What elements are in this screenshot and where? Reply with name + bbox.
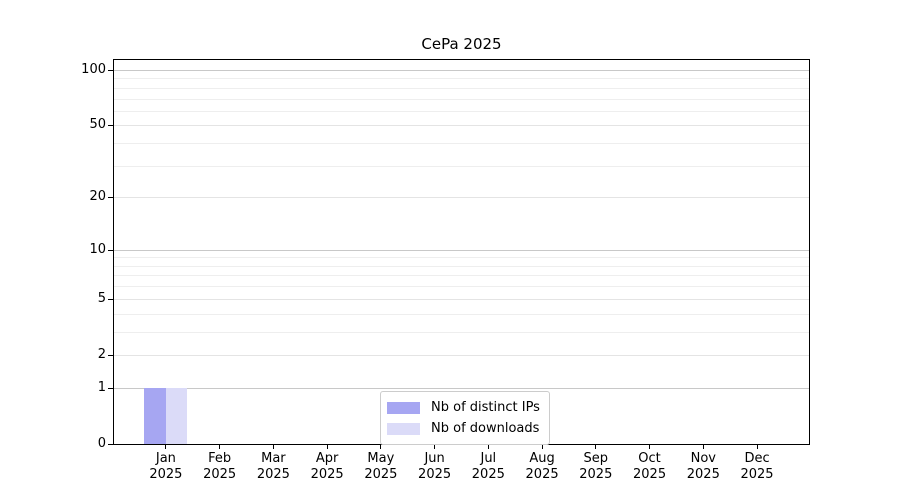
x-tick-mark (272, 444, 274, 449)
legend: Nb of distinct IPs Nb of downloads (380, 391, 550, 445)
x-tick-month: Aug (529, 451, 555, 466)
x-tick-mark (434, 444, 436, 449)
x-tick-mark (487, 444, 489, 449)
x-tick-month: Dec (744, 451, 770, 466)
legend-label: Nb of downloads (431, 421, 540, 436)
y-tick-label: 2 (97, 347, 106, 362)
x-tick-mark (219, 444, 221, 449)
gridline-minor (114, 143, 809, 144)
gridline-minor (114, 257, 809, 258)
x-tick-mark (326, 444, 328, 449)
y-tick-mark (108, 444, 113, 445)
x-tick-label: Aug 2025 (507, 451, 577, 483)
x-tick-month: Oct (638, 451, 661, 466)
gridline-minor (114, 286, 809, 287)
y-tick-mark (108, 388, 113, 389)
gridline-minor (114, 314, 809, 315)
y-tick-mark (108, 125, 113, 126)
x-tick-year: 2025 (364, 467, 398, 482)
bar-downloads-jan (165, 387, 188, 444)
x-tick-mark (380, 444, 382, 449)
y-tick-label: 10 (89, 242, 106, 257)
y-tick-mark (108, 250, 113, 251)
x-tick-mark (165, 444, 167, 449)
x-tick-label: Apr 2025 (292, 451, 362, 483)
gridline-minor (114, 88, 809, 89)
gridline-minor (114, 78, 809, 79)
legend-label: Nb of distinct IPs (431, 400, 540, 415)
x-tick-month: Jun (424, 451, 445, 466)
y-tick-mark (108, 355, 113, 356)
x-tick-month: May (367, 451, 395, 466)
y-tick-mark (108, 70, 113, 71)
x-tick-year: 2025 (149, 467, 183, 482)
y-tick-label: 20 (89, 189, 106, 204)
x-tick-label: Jul 2025 (453, 451, 523, 483)
x-tick-month: Jul (480, 451, 497, 466)
gridline (114, 299, 809, 300)
gridline-minor (114, 266, 809, 267)
y-tick-label: 50 (89, 117, 106, 132)
y-tick-label: 1 (97, 380, 106, 395)
y-tick-label: 5 (97, 291, 106, 306)
x-tick-year: 2025 (203, 467, 237, 482)
x-tick-label: Mar 2025 (238, 451, 308, 483)
gridline-major (114, 250, 809, 251)
x-tick-month: Jan (155, 451, 176, 466)
x-tick-month: Mar (261, 451, 286, 466)
gridline (114, 197, 809, 198)
x-tick-label: Nov 2025 (668, 451, 738, 483)
x-tick-label: Sep 2025 (561, 451, 631, 483)
y-tick-label: 0 (97, 436, 106, 451)
gridline-minor (114, 332, 809, 333)
bar-distinct-ips-jan (144, 387, 166, 444)
legend-swatch (387, 401, 420, 414)
x-tick-label: Feb 2025 (185, 451, 255, 483)
plot-area (113, 59, 810, 445)
legend-item: Nb of distinct IPs (387, 397, 540, 418)
legend-swatch (387, 422, 420, 435)
x-tick-label: Jan 2025 (131, 451, 201, 483)
chart-title: CePa 2025 (421, 35, 502, 53)
gridline (114, 125, 809, 126)
y-tick-label: 100 (81, 62, 106, 77)
x-tick-year: 2025 (740, 467, 774, 482)
x-tick-mark (541, 444, 543, 449)
x-tick-mark (702, 444, 704, 449)
x-tick-year: 2025 (686, 467, 720, 482)
legend-item: Nb of downloads (387, 418, 540, 439)
gridline (114, 355, 809, 356)
x-tick-mark (756, 444, 758, 449)
x-tick-year: 2025 (579, 467, 613, 482)
x-tick-year: 2025 (256, 467, 290, 482)
gridline-major (114, 388, 809, 389)
gridline-minor (114, 111, 809, 112)
y-tick-mark (108, 299, 113, 300)
x-tick-month: Nov (690, 451, 716, 466)
x-tick-year: 2025 (418, 467, 452, 482)
y-tick-mark (108, 197, 113, 198)
gridline-minor (114, 166, 809, 167)
x-tick-label: Oct 2025 (615, 451, 685, 483)
x-tick-label: Dec 2025 (722, 451, 792, 483)
gridline-minor (114, 275, 809, 276)
x-tick-mark (649, 444, 651, 449)
x-tick-month: Feb (208, 451, 232, 466)
x-tick-year: 2025 (633, 467, 667, 482)
gridline-minor (114, 99, 809, 100)
x-tick-month: Apr (315, 451, 339, 466)
x-tick-label: May 2025 (346, 451, 416, 483)
gridline-major (114, 70, 809, 71)
x-tick-month: Sep (583, 451, 609, 466)
x-tick-label: Jun 2025 (400, 451, 470, 483)
x-tick-mark (595, 444, 597, 449)
x-tick-year: 2025 (471, 467, 505, 482)
x-tick-year: 2025 (310, 467, 344, 482)
x-tick-year: 2025 (525, 467, 559, 482)
